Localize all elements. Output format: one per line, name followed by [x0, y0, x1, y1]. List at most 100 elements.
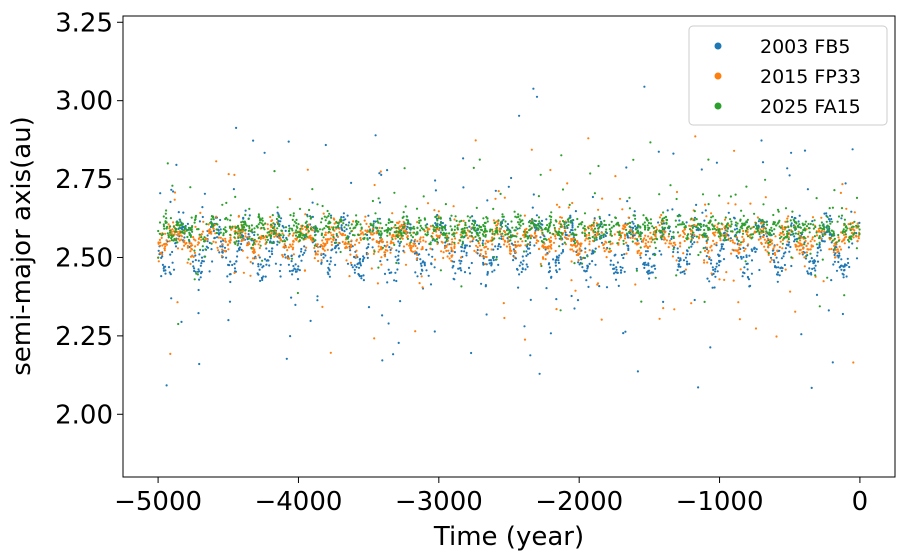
data-point	[440, 225, 443, 228]
data-point	[157, 260, 160, 263]
data-point	[392, 233, 395, 236]
data-point	[183, 239, 186, 242]
data-point	[653, 238, 656, 241]
data-point	[648, 277, 651, 280]
data-point	[505, 229, 508, 232]
data-point	[457, 267, 460, 270]
data-point	[570, 239, 573, 243]
data-point	[614, 278, 618, 281]
data-point	[533, 244, 536, 247]
data-point	[477, 240, 480, 243]
data-point	[571, 224, 574, 227]
data-point	[466, 226, 469, 229]
data-point	[189, 235, 192, 238]
data-point	[538, 220, 541, 223]
data-point	[775, 224, 778, 227]
data-point	[377, 197, 380, 200]
legend-label: 2015 FP33	[760, 66, 861, 88]
data-point	[266, 227, 269, 230]
data-point	[490, 264, 493, 267]
data-point	[717, 235, 721, 238]
data-point	[842, 269, 846, 272]
data-point	[634, 237, 637, 240]
data-point	[706, 236, 710, 239]
data-point	[282, 246, 285, 249]
data-point	[654, 246, 657, 250]
data-point	[299, 227, 302, 230]
data-point	[221, 245, 224, 248]
data-point	[357, 262, 360, 265]
data-point	[494, 197, 497, 200]
data-point	[429, 283, 433, 286]
data-point	[370, 267, 373, 270]
data-point	[316, 253, 319, 256]
data-point	[732, 241, 735, 244]
data-point	[482, 217, 485, 220]
data-point	[827, 309, 830, 312]
data-point	[255, 240, 258, 243]
data-point	[614, 216, 617, 219]
data-point	[326, 259, 329, 263]
data-point	[386, 244, 389, 247]
data-point	[567, 206, 570, 209]
data-point	[439, 269, 442, 272]
data-point	[772, 259, 776, 262]
data-point	[298, 239, 301, 242]
data-point	[604, 240, 607, 243]
data-point	[341, 234, 344, 237]
data-point	[733, 149, 736, 152]
data-point	[482, 257, 485, 260]
data-point	[665, 239, 669, 242]
data-point	[648, 272, 651, 275]
data-point	[320, 261, 323, 264]
data-point	[763, 221, 766, 224]
data-point	[288, 270, 291, 273]
data-point	[201, 206, 204, 209]
data-point	[211, 260, 214, 263]
data-point	[549, 245, 552, 248]
data-point	[554, 235, 557, 238]
data-point	[549, 218, 552, 221]
data-point	[563, 236, 567, 239]
data-point	[574, 228, 577, 231]
data-point	[236, 255, 239, 258]
data-point	[194, 254, 197, 257]
data-point	[237, 242, 240, 245]
data-point	[709, 246, 712, 249]
data-point	[182, 229, 185, 232]
data-point	[599, 223, 602, 226]
data-point	[711, 215, 715, 218]
data-point	[619, 271, 623, 274]
data-point	[164, 232, 167, 235]
data-point	[691, 226, 694, 229]
data-point	[591, 235, 594, 239]
data-point	[837, 239, 841, 242]
data-point	[528, 229, 531, 232]
data-point	[437, 215, 440, 218]
data-point	[725, 224, 728, 227]
data-point	[552, 233, 555, 236]
data-point	[301, 253, 304, 256]
data-point	[576, 240, 579, 243]
data-point	[250, 224, 253, 227]
data-point	[209, 225, 213, 229]
data-point	[735, 236, 738, 239]
data-point	[703, 249, 707, 252]
data-point	[363, 219, 366, 222]
data-point	[342, 216, 345, 219]
data-point	[326, 241, 329, 244]
data-point	[393, 226, 396, 229]
data-point	[771, 242, 774, 245]
data-point	[714, 275, 717, 278]
data-point	[208, 241, 211, 244]
data-point	[832, 230, 835, 233]
data-point	[291, 243, 294, 246]
data-point	[481, 255, 484, 258]
data-point	[254, 257, 257, 260]
data-point	[572, 237, 575, 240]
data-point	[363, 236, 366, 240]
data-point	[720, 222, 723, 225]
data-point	[459, 256, 463, 259]
data-point	[206, 238, 209, 241]
data-point	[265, 263, 268, 266]
